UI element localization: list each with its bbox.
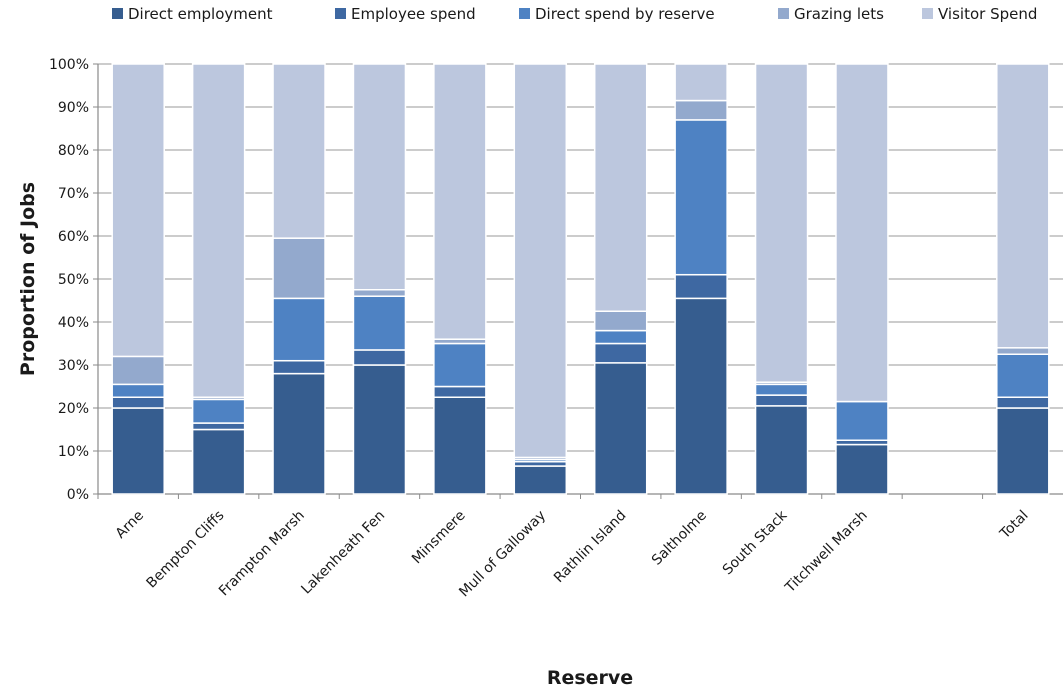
bar-segment [111,63,165,358]
x-tick-label: Arne [113,508,147,542]
bar-segment [433,342,487,388]
bar-segment [593,310,648,332]
y-tick-label: 100% [49,57,89,73]
grid-layer [98,63,1063,495]
bar-segment [674,119,728,276]
bar-segment [352,63,407,291]
y-tick-label: 40% [58,315,89,331]
y-tick-label: 30% [58,358,89,374]
bar-segment [352,295,407,351]
x-tick-label: Lakenheath Fen [298,508,388,598]
x-tick-label: Bempton Cliffs [144,508,228,592]
legend: Direct employment Employee spend Direct sp… [112,5,1037,23]
bar-segment [996,407,1050,495]
bar-segment [191,422,246,431]
bar-segment [754,63,809,383]
bar-segment [754,394,809,407]
bar-segment [996,396,1050,409]
bar-segment [272,297,326,362]
x-tick-label: Saltholme [649,508,710,569]
bar-segment [996,353,1050,398]
legend-swatch [335,8,346,19]
bar-segment [593,342,648,364]
bar-segment [674,99,728,121]
bar-segment [513,465,568,495]
bar-segment [835,400,889,441]
y-tick-label: 0% [67,487,89,503]
bar-segment [433,385,487,398]
y-axis-title: Proportion of Jobs [17,182,39,376]
bar-segment [111,407,165,495]
y-tick-label: 80% [58,143,89,159]
bar-segment [754,383,809,396]
x-axis-title: Reserve [547,667,633,689]
bar-segment [513,63,568,459]
bar-segment [996,347,1050,355]
bar-segment [352,349,407,366]
bar-segment [191,398,246,424]
y-tick-label: 50% [58,272,89,288]
bar-segment [835,443,889,495]
y-tick-label: 10% [58,444,89,460]
bar-segment [191,428,246,495]
bar-segment [593,362,648,495]
legend-swatch [112,8,123,19]
x-tick-label: Rathlin Island [551,508,630,587]
bar-segment [111,383,165,399]
bar-segment [593,329,648,345]
legend-label: Direct employment [128,5,273,23]
y-tick-label: 70% [58,186,89,202]
bar-segment [674,297,728,495]
y-tick-label: 60% [58,229,89,245]
x-tick-label: Minsmere [409,508,469,568]
x-tick-label: Titchwell Marsh [782,508,871,597]
legend-label: Direct spend by reserve [535,5,715,23]
bar-segment [674,273,728,300]
legend-label: Employee spend [351,5,476,23]
x-tick-label: Frampton Marsh [216,508,308,600]
bar-segment [835,63,889,403]
legend-label: Grazing lets [794,5,884,23]
bar-segment [272,63,326,239]
bar-segment [191,63,246,398]
bar-segment [352,289,407,297]
bar-segment [433,396,487,495]
bar-segment [433,63,487,340]
y-tick-label: 90% [58,100,89,116]
bar-segment [111,396,165,409]
x-tick-label: Mull of Galloway [456,508,549,601]
bars-layer [111,63,1050,495]
bar-segment [352,364,407,495]
bar-segment [111,355,165,386]
bar-segment [674,63,728,102]
x-tick-label: South Stack [720,507,791,578]
legend-swatch [519,8,530,19]
legend-label: Visitor Spend [938,5,1037,23]
x-tick-label: Total [996,508,1031,543]
bar-segment [272,359,326,375]
bar-segment [272,372,326,495]
bar-segment [996,63,1050,349]
bar-segment [754,405,809,495]
legend-swatch [778,8,789,19]
legend-swatch [922,8,933,19]
y-tick-label: 20% [58,401,89,417]
bar-segment [593,63,648,312]
bar-segment [272,237,326,300]
